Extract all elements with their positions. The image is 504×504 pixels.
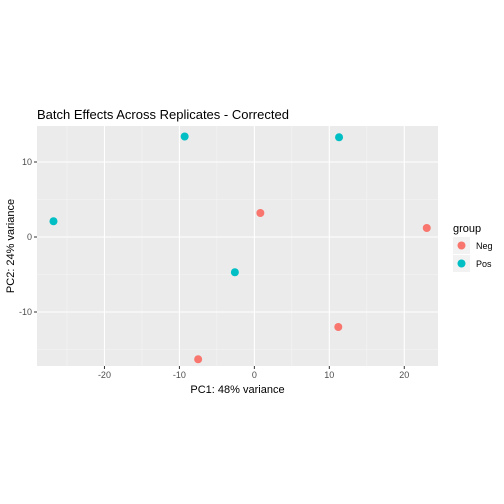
x-tick-label: -10 xyxy=(173,370,186,380)
x-axis-title: PC1: 48% variance xyxy=(190,384,284,396)
legend-key-pos xyxy=(457,259,466,268)
data-point-pos xyxy=(180,132,189,141)
y-axis-tick-labels: -10 0 10 xyxy=(19,157,32,317)
y-tick-label: 0 xyxy=(27,232,32,242)
legend-title: group xyxy=(453,223,481,235)
data-point-pos xyxy=(335,133,344,142)
x-axis-tick-labels: -20 -10 0 10 20 xyxy=(98,370,409,380)
legend-label-pos: Pos xyxy=(476,259,492,269)
chart-title: Batch Effects Across Replicates - Correc… xyxy=(37,107,289,122)
data-point-neg xyxy=(334,323,343,331)
data-point-neg xyxy=(422,224,431,232)
data-point-neg xyxy=(194,355,203,364)
data-point-neg xyxy=(256,209,265,217)
y-tick-label: 10 xyxy=(22,157,32,167)
y-axis-title: PC2: 24% variance xyxy=(5,199,17,293)
data-points xyxy=(49,132,431,364)
x-tick-label: 0 xyxy=(252,370,257,380)
y-tick-label: -10 xyxy=(19,307,32,317)
legend-items: Neg Pos xyxy=(453,237,493,272)
legend-key-neg xyxy=(457,241,466,250)
x-tick-label: -20 xyxy=(98,370,111,380)
x-tick-label: 10 xyxy=(324,370,334,380)
axis-ticks xyxy=(34,161,405,369)
legend: group Neg Pos xyxy=(453,223,493,272)
legend-label-neg: Neg xyxy=(476,241,493,251)
major-gridlines xyxy=(37,126,438,366)
x-tick-label: 20 xyxy=(399,370,409,380)
data-point-pos xyxy=(49,217,58,226)
data-point-pos xyxy=(230,268,239,277)
plot-panel xyxy=(37,126,438,366)
